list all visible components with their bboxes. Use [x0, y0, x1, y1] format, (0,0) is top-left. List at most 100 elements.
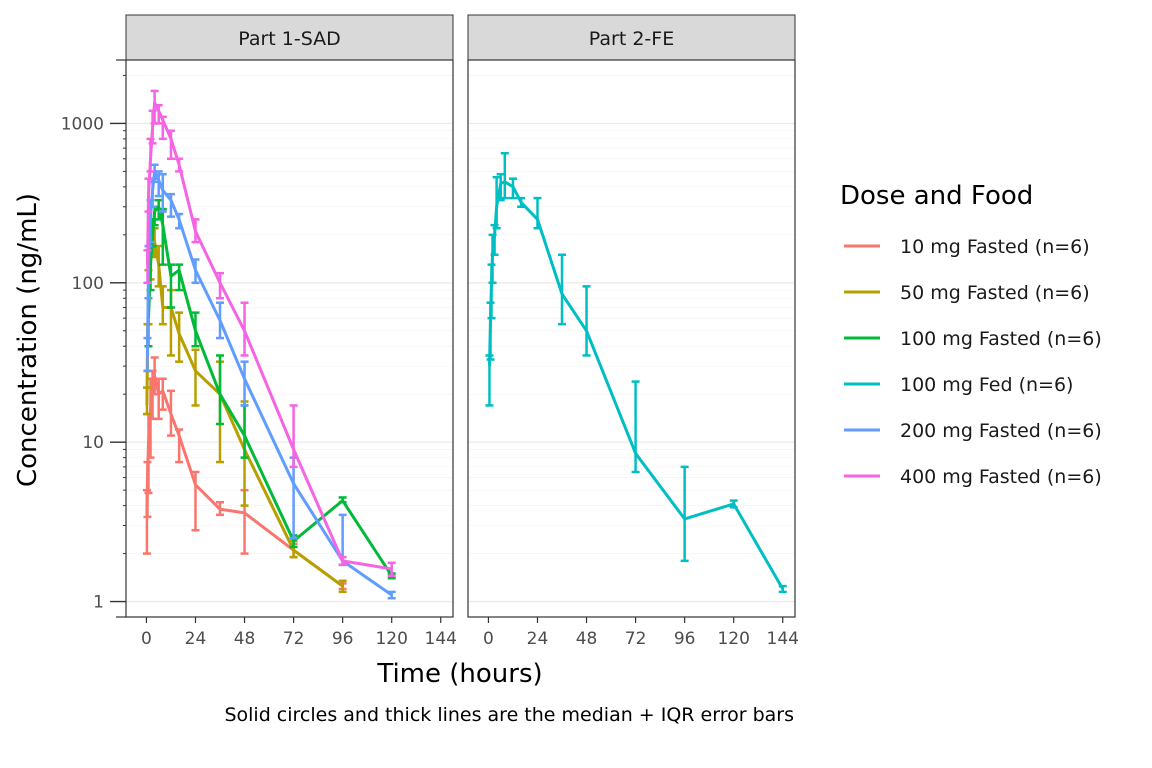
error-bar	[240, 360, 249, 407]
error-bar	[154, 170, 163, 198]
error-bar	[240, 301, 249, 357]
x-tick-label: 120	[717, 629, 749, 649]
chart-caption: Solid circles and thick lines are the me…	[224, 704, 794, 726]
panels-layer: Part 1-SAD 0 24 48 72 96 120 144 Part 2-FE 0 24 48 7…	[61, 14, 799, 649]
x-tick-label: 24	[185, 629, 207, 649]
error-bar	[150, 356, 159, 396]
error-bar	[175, 263, 184, 292]
error-bar	[158, 172, 167, 213]
error-bar	[508, 177, 517, 200]
x-tick-label: 96	[332, 629, 354, 649]
error-bar	[216, 271, 225, 300]
error-bar	[191, 311, 200, 348]
legend-label: 200 mg Fasted (n=6)	[900, 420, 1102, 442]
error-bar	[496, 172, 505, 202]
error-bar	[143, 336, 152, 373]
error-bar	[338, 555, 347, 567]
legend-label: 100 mg Fed (n=6)	[900, 374, 1073, 396]
y-tick-label: 10	[82, 433, 104, 453]
error-bar	[158, 377, 167, 411]
x-tick-label: 144	[767, 629, 799, 649]
x-tick-label: 0	[483, 629, 494, 649]
error-bar	[191, 258, 200, 285]
error-bar	[144, 177, 153, 213]
error-bar	[289, 404, 298, 469]
error-bar	[175, 212, 184, 230]
error-bar	[158, 285, 167, 326]
facet-strip-title: Part 2-FE	[589, 28, 674, 50]
facet-strip	[467, 14, 796, 61]
panel-background	[468, 60, 795, 617]
y-tick-label: 100	[72, 274, 104, 294]
error-bar	[680, 465, 689, 563]
legend-item: 200 mg Fasted (n=6)	[844, 420, 1102, 442]
error-bar	[387, 590, 396, 600]
error-bar	[631, 380, 640, 474]
error-bar	[216, 301, 225, 340]
error-bar	[158, 115, 167, 141]
x-tick-label: 120	[375, 629, 407, 649]
panel-border	[467, 59, 796, 618]
error-bar	[500, 151, 509, 200]
legend-label: 50 mg Fasted (n=6)	[900, 282, 1090, 304]
error-bar	[216, 354, 225, 426]
legend-item: 100 mg Fasted (n=6)	[844, 328, 1102, 350]
x-tick-label: 144	[425, 629, 457, 649]
error-bar	[154, 104, 163, 125]
x-tick-label: 24	[527, 629, 549, 649]
legend-label: 10 mg Fasted (n=6)	[900, 236, 1090, 258]
legend-item: 10 mg Fasted (n=6)	[844, 236, 1090, 258]
facet-strip-title: Part 1-SAD	[238, 28, 341, 50]
legend-title: Dose and Food	[840, 181, 1033, 211]
y-tick-label: 1	[93, 593, 104, 613]
series-0	[142, 356, 347, 591]
error-bar	[154, 198, 163, 221]
panel-1: Part 1-SAD 0 24 48 72 96 120 144	[125, 14, 457, 649]
error-bar	[166, 129, 175, 161]
error-bar	[216, 500, 225, 517]
error-bar	[387, 561, 396, 578]
panel-2: Part 2-FE 0 24 48 72 96 120 144	[467, 14, 799, 649]
x-tick-label: 48	[576, 629, 598, 649]
error-bar	[191, 348, 200, 407]
error-bar	[143, 249, 152, 285]
error-bar	[778, 584, 787, 594]
series-5	[143, 89, 396, 578]
error-bar	[191, 218, 200, 244]
error-bar	[338, 579, 347, 594]
legend-item: 400 mg Fasted (n=6)	[844, 466, 1102, 488]
legend-item: 100 mg Fed (n=6)	[844, 374, 1073, 396]
error-bar	[142, 386, 151, 416]
x-tick-label: 96	[674, 629, 696, 649]
x-tick-label: 72	[625, 629, 647, 649]
error-bar	[175, 428, 184, 464]
series-3	[485, 151, 787, 594]
error-bar	[175, 311, 184, 363]
x-tick-label: 48	[234, 629, 256, 649]
legend-item: 50 mg Fasted (n=6)	[844, 282, 1090, 304]
facet-strip	[125, 14, 454, 61]
error-bar	[166, 263, 175, 309]
error-bar	[729, 499, 738, 509]
error-bar	[338, 496, 347, 504]
legend-label: 100 mg Fasted (n=6)	[900, 328, 1102, 350]
y-tick-label: 1000	[61, 114, 104, 134]
panel-border	[125, 59, 454, 618]
error-bar	[533, 196, 542, 230]
error-bar	[492, 175, 501, 230]
legend-items: 10 mg Fasted (n=6) 50 mg Fasted (n=6) 100 …	[844, 236, 1102, 488]
error-bar	[191, 470, 200, 532]
error-bar	[175, 157, 184, 173]
error-bar	[558, 253, 567, 326]
x-tick-label: 0	[141, 629, 152, 649]
legend: Dose and Food 10 mg Fasted (n=6) 50 mg Fa…	[840, 181, 1102, 488]
error-bar	[166, 389, 175, 437]
x-tick-label: 72	[283, 629, 305, 649]
error-bar	[517, 196, 526, 209]
error-bar	[150, 163, 159, 184]
error-bar	[582, 285, 591, 357]
x-axis-title: Time (hours)	[376, 659, 542, 689]
y-axis: 1 10 100 1000	[61, 59, 126, 618]
legend-label: 400 mg Fasted (n=6)	[900, 466, 1102, 488]
